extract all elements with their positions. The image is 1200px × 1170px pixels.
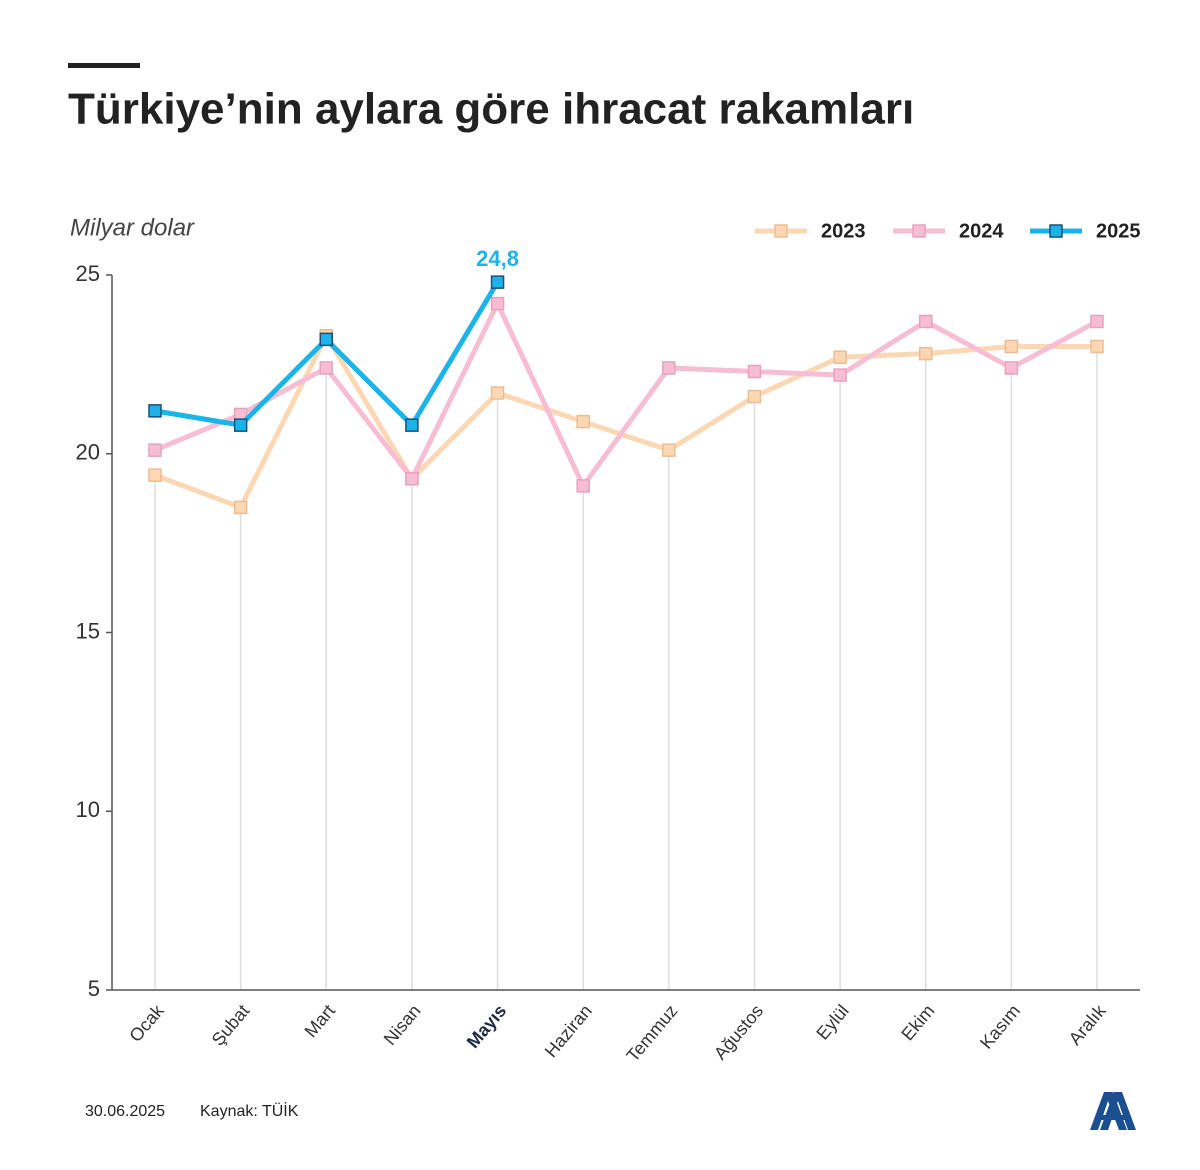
x-tick-label: Temmuz bbox=[622, 1001, 681, 1066]
marker bbox=[1090, 339, 1104, 354]
y-tick-label: 10 bbox=[76, 797, 100, 822]
x-tick-label: Ocak bbox=[125, 1000, 168, 1046]
marker bbox=[490, 275, 505, 289]
marker bbox=[833, 350, 847, 364]
series-line bbox=[154, 333, 1097, 510]
legend-marker bbox=[912, 224, 926, 238]
marker bbox=[490, 386, 505, 400]
marker bbox=[148, 443, 162, 457]
marker bbox=[833, 368, 847, 382]
marker bbox=[405, 472, 419, 486]
value-label: 24,8 bbox=[476, 246, 519, 271]
logo bbox=[1090, 1092, 1136, 1130]
marker bbox=[490, 296, 505, 311]
x-tick-label: Kasım bbox=[976, 1001, 1024, 1053]
y-tick-label: 15 bbox=[76, 618, 100, 643]
marker bbox=[918, 346, 933, 361]
x-tick-label: Mart bbox=[301, 1001, 339, 1041]
legend-label: 2023 bbox=[821, 220, 866, 242]
x-tick-label: Aralık bbox=[1065, 1000, 1111, 1049]
y-axis-label: Milyar dolar bbox=[70, 214, 195, 241]
x-tick-label: Eylül bbox=[812, 1001, 852, 1044]
marker bbox=[148, 404, 162, 418]
x-tick-label: Haziran bbox=[541, 1001, 596, 1061]
marker bbox=[319, 332, 334, 347]
y-tick-label: 25 bbox=[76, 261, 100, 286]
marker bbox=[576, 414, 590, 429]
marker bbox=[405, 418, 419, 432]
marker bbox=[576, 479, 590, 493]
date: 30.06.2025 bbox=[85, 1103, 165, 1120]
marker bbox=[233, 418, 248, 432]
series-line bbox=[154, 301, 1099, 489]
legend-label: 2025 bbox=[1096, 220, 1141, 242]
x-tick-label: Şubat bbox=[208, 1001, 254, 1050]
marker bbox=[233, 500, 248, 515]
legend-marker bbox=[774, 224, 788, 238]
x-tick-label: Ağustos bbox=[710, 1001, 767, 1064]
title-bar bbox=[68, 63, 140, 68]
marker bbox=[918, 314, 933, 329]
marker bbox=[148, 468, 162, 482]
legend-label: 2024 bbox=[959, 220, 1004, 242]
source: Kaynak: TÜİK bbox=[200, 1101, 299, 1120]
marker bbox=[319, 361, 334, 375]
chart-title: Türkiye’nin aylara göre ihracat rakamlar… bbox=[68, 85, 914, 134]
marker bbox=[747, 364, 762, 379]
marker bbox=[1004, 339, 1019, 354]
x-tick-label: Nisan bbox=[380, 1001, 425, 1049]
marker bbox=[662, 443, 676, 457]
marker bbox=[1090, 314, 1104, 329]
marker bbox=[662, 361, 676, 375]
marker bbox=[1004, 361, 1019, 375]
x-tick-label: Mayıs bbox=[463, 1001, 510, 1052]
y-tick-label: 20 bbox=[76, 440, 100, 465]
y-tick-label: 5 bbox=[88, 976, 100, 1001]
x-tick-label: Ekim bbox=[897, 1001, 938, 1044]
legend-marker bbox=[1049, 224, 1063, 238]
marker bbox=[747, 389, 762, 404]
